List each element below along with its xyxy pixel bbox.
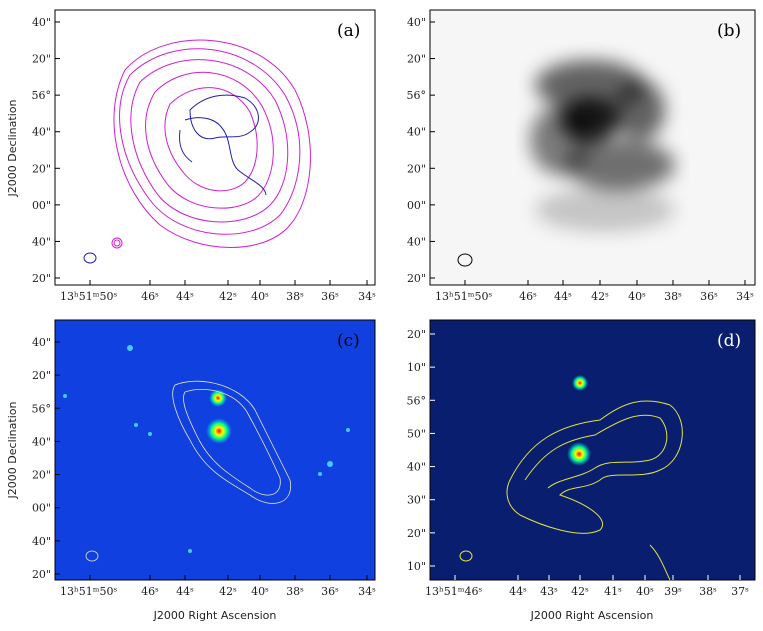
y-tick-label: 56° — [407, 394, 427, 407]
y-tick-label: 00" — [32, 199, 51, 212]
y-tick-label: 40" — [32, 336, 51, 349]
y-tick-label: 56° — [32, 89, 52, 102]
y-tick-label: 20" — [407, 328, 426, 341]
panel-d-image — [429, 319, 756, 581]
y-tick-label: 40" — [407, 16, 426, 29]
x-axis-title: J2000 Right Ascension — [153, 609, 277, 622]
panel-c-image — [54, 319, 376, 581]
y-tick-label: 20" — [407, 272, 426, 285]
x-tick-label: 43ˢ — [540, 585, 558, 598]
y-tick-label: 30" — [407, 494, 426, 507]
y-tick-label: 56° — [407, 89, 427, 102]
y-tick-label: 40" — [407, 126, 426, 139]
y-tick-label: 20" — [32, 568, 51, 581]
x-tick-label: 13ʰ51ᵐ50ˢ — [60, 290, 117, 303]
y-tick-label: 00" — [407, 199, 426, 212]
x-tick-label: 13ʰ51ᵐ50ˢ — [60, 585, 117, 598]
x-tick-label: 40ˢ — [636, 585, 654, 598]
y-tick-label: 40" — [32, 126, 51, 139]
x-tick-label: 46ˢ — [141, 290, 159, 303]
y-tick-label: 40" — [32, 235, 51, 248]
panel-label: (d) — [717, 331, 741, 351]
y-tick-label: 40" — [407, 235, 426, 248]
x-tick-label: 36ˢ — [700, 290, 718, 303]
panel-b-image — [429, 9, 756, 286]
x-tick-label: 40ˢ — [251, 290, 269, 303]
y-tick-label: 40" — [32, 535, 51, 548]
x-tick-label: 38ˢ — [664, 290, 682, 303]
x-tick-label: 46ˢ — [141, 585, 159, 598]
x-tick-label: 40ˢ — [628, 290, 646, 303]
panel-label: (c) — [337, 331, 360, 351]
x-tick-label: 13ʰ51ᵐ46ˢ — [425, 585, 482, 598]
x-tick-label: 40ˢ — [251, 585, 269, 598]
x-tick-label: 38ˢ — [286, 290, 304, 303]
y-tick-label: 10" — [407, 560, 426, 573]
panel-a-image — [54, 9, 376, 286]
y-tick-label: 20" — [407, 53, 426, 66]
y-tick-label: 00" — [32, 502, 51, 515]
x-tick-label: 38ˢ — [699, 585, 717, 598]
y-tick-label: 20" — [407, 162, 426, 175]
x-tick-label: 34ˢ — [736, 290, 754, 303]
x-tick-label: 39ˢ — [664, 585, 682, 598]
y-tick-label: 20" — [32, 272, 51, 285]
x-tick-label: 46ˢ — [519, 290, 537, 303]
y-tick-label: 20" — [32, 469, 51, 482]
x-tick-label: 44ˢ — [509, 585, 527, 598]
y-tick-label: 40" — [407, 461, 426, 474]
y-tick-label: 10" — [407, 361, 426, 374]
x-tick-label: 34ˢ — [358, 290, 376, 303]
x-tick-label: 44ˢ — [554, 290, 572, 303]
y-tick-label: 20" — [32, 369, 51, 382]
x-tick-label: 42ˢ — [571, 585, 589, 598]
y-tick-label: 40" — [32, 16, 51, 29]
x-tick-label: 44ˢ — [176, 290, 194, 303]
x-tick-label: 36ˢ — [321, 290, 339, 303]
y-tick-label: 40" — [32, 435, 51, 448]
x-tick-label: 41ˢ — [604, 585, 622, 598]
x-tick-label: 13ʰ51ᵐ50ˢ — [435, 290, 492, 303]
x-tick-label: 42ˢ — [219, 585, 237, 598]
x-tick-label: 42ˢ — [591, 290, 609, 303]
y-tick-label: 20" — [32, 162, 51, 175]
x-tick-label: 44ˢ — [176, 585, 194, 598]
y-tick-label: 56° — [32, 402, 52, 415]
y-tick-label: 20" — [32, 53, 51, 66]
x-tick-label: 34ˢ — [358, 585, 376, 598]
x-tick-label: 36ˢ — [321, 585, 339, 598]
y-tick-label: 50" — [407, 427, 426, 440]
y-tick-label: 20" — [407, 527, 426, 540]
x-axis-title: J2000 Right Ascension — [530, 609, 654, 622]
y-axis-title: J2000 Declination — [6, 402, 19, 500]
panel-label: (a) — [337, 21, 360, 41]
y-axis-title: J2000 Declination — [6, 100, 19, 198]
panel-label: (b) — [717, 21, 741, 41]
x-tick-label: 38ˢ — [286, 585, 304, 598]
x-tick-label: 42ˢ — [219, 290, 237, 303]
x-tick-label: 37ˢ — [731, 585, 749, 598]
